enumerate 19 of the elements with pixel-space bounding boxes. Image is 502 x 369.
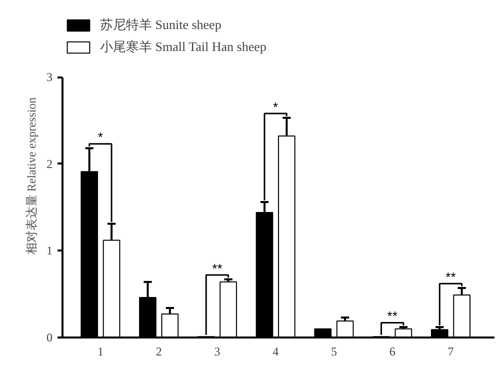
- annotation: **: [212, 260, 222, 276]
- y-tick-label: 1: [46, 244, 52, 258]
- legend-label: 苏尼特羊 Sunite sheep: [100, 16, 222, 34]
- annotation: **: [446, 270, 456, 285]
- y-tick-label: 2: [46, 156, 52, 171]
- x-tick-label: 6: [389, 344, 396, 358]
- annotation: *: [98, 130, 103, 145]
- y-tick-label: 0: [46, 330, 52, 344]
- x-tick-label: 3: [214, 344, 220, 358]
- x-tick-label: 1: [97, 344, 104, 358]
- annotation: *: [273, 99, 278, 114]
- annotation: **: [387, 308, 398, 324]
- y-tick-label: 3: [46, 70, 52, 84]
- y-axis-title: 相对表达量 Relative expression: [24, 97, 38, 255]
- x-tick-label: 4: [272, 344, 279, 358]
- x-tick-label: 5: [330, 344, 337, 358]
- x-tick-label: 7: [448, 344, 454, 358]
- x-tick-label: 2: [156, 344, 162, 358]
- legend-label: 小尾寒羊 Small Tail Han sheep: [100, 38, 266, 56]
